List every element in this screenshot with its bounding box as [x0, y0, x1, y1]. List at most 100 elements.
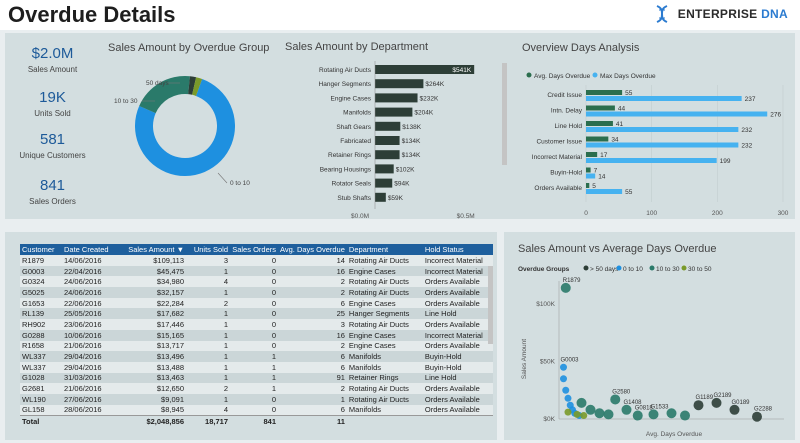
- table-cell: 29/04/2016: [62, 351, 120, 362]
- table-cell: 1: [186, 340, 230, 352]
- column-header[interactable]: Department: [346, 244, 423, 255]
- total-cell: Total: [20, 415, 62, 427]
- scatter-point: [585, 404, 596, 415]
- kpi-label: Unique Customers: [19, 151, 86, 160]
- table-cell: 16: [278, 329, 347, 341]
- sort-desc-icon[interactable]: ▼: [174, 245, 184, 254]
- column-header[interactable]: Sales Amount ▼: [120, 244, 186, 255]
- table-row[interactable]: WL337 29/04/2016 $13,488 1 1 6 Manifolds Buyin-…: [20, 361, 493, 373]
- table-cell: 1: [230, 383, 278, 394]
- table-cell: 1: [186, 372, 230, 384]
- dept-category-label: Bearing Housings: [320, 166, 372, 173]
- y-axis-label: Sales Amount: [521, 339, 528, 379]
- table-cell: 29/04/2016: [62, 361, 120, 373]
- kpi-value: 841: [39, 177, 66, 194]
- max-data-label: 232: [741, 143, 752, 150]
- total-cell: 11: [278, 415, 347, 427]
- dept-data-label: $204K: [414, 110, 433, 117]
- dept-bar: [375, 192, 386, 202]
- table-row[interactable]: R1879 14/06/2016 $109,113 3 0 14 Rotating Air …: [20, 255, 493, 266]
- max-bar: [586, 111, 768, 117]
- avg-bar: [586, 121, 613, 126]
- table-cell: 23/06/2016: [62, 319, 120, 330]
- scrollbar[interactable]: [502, 63, 507, 165]
- avg-bar: [586, 183, 590, 188]
- table-row[interactable]: RL139 25/05/2016 $17,682 1 0 25 Hanger Segment…: [20, 308, 493, 320]
- max-data-label: 14: [598, 174, 606, 181]
- table-cell: 25/05/2016: [62, 308, 120, 320]
- column-header[interactable]: Sales Orders: [230, 244, 278, 255]
- table-cell: $13,463: [120, 372, 186, 384]
- kpi-units-sold: 19K Units Sold: [5, 89, 100, 118]
- table-cell: $34,980: [120, 276, 186, 288]
- kpi-label: Units Sold: [34, 109, 71, 118]
- column-header[interactable]: Customer: [20, 244, 62, 255]
- dna-icon: [656, 5, 668, 23]
- table-cell: 10/06/2016: [62, 329, 120, 341]
- scatter-point: [564, 394, 572, 402]
- table-cell: $12,650: [120, 383, 186, 394]
- table-cell: WL337: [20, 351, 62, 362]
- table-cell: 2: [186, 297, 230, 309]
- table-cell: 1: [186, 308, 230, 320]
- table-cell: Line Hold: [422, 372, 493, 384]
- table-row[interactable]: G5025 24/06/2016 $32,157 1 0 2 Rotating Air Du…: [20, 287, 493, 298]
- table-cell: G0324: [20, 276, 62, 288]
- table-cell: 22/06/2016: [62, 297, 120, 309]
- table-row[interactable]: G2681 21/06/2016 $12,650 2 1 2 Rotating Air Du…: [20, 383, 493, 394]
- table-cell: Line Hold: [422, 308, 493, 320]
- table-row[interactable]: R1658 21/06/2016 $13,717 1 0 2 Engine Cases Ord…: [20, 340, 493, 352]
- scatter-point: [562, 386, 570, 394]
- table-row[interactable]: G0288 10/06/2016 $15,165 1 0 16 Engine Cases In…: [20, 329, 493, 341]
- column-header[interactable]: Avg. Days Overdue: [278, 244, 347, 255]
- table-row[interactable]: WL190 27/06/2016 $9,091 1 0 1 Rotating Air Duc…: [20, 393, 493, 405]
- avg-bar: [586, 90, 623, 95]
- point-label: G2580: [612, 389, 631, 395]
- table-cell: 21/06/2016: [62, 383, 120, 394]
- table-cell: Orders Available: [422, 287, 493, 298]
- x-tick-label: 200: [712, 210, 723, 217]
- total-cell: $2,048,856: [120, 415, 186, 427]
- table-cell: 3: [278, 319, 347, 330]
- table-row[interactable]: WL337 29/04/2016 $13,496 1 1 6 Manifolds Buyin-…: [20, 351, 493, 362]
- table-row[interactable]: GL158 28/06/2016 $8,945 4 0 6 Manifolds Orders …: [20, 404, 493, 416]
- kpi-sales-orders: 841 Sales Orders: [5, 177, 100, 206]
- x-tick-label: 0: [584, 210, 588, 217]
- table-cell: G0288: [20, 329, 62, 341]
- table-row[interactable]: G1653 22/06/2016 $22,284 2 0 6 Engine Cases Ord…: [20, 297, 493, 309]
- scatter-point: [632, 410, 643, 421]
- days-category-label: Incorrect Material: [532, 154, 583, 161]
- table-cell: WL337: [20, 361, 62, 373]
- avg-bar: [586, 105, 615, 111]
- table-row[interactable]: RH902 23/06/2016 $17,446 1 0 3 Rotating Air Du…: [20, 319, 493, 330]
- donut-title: Sales Amount by Overdue Group: [108, 42, 270, 54]
- column-header[interactable]: Date Created: [62, 244, 120, 255]
- table-cell: Engine Cases: [346, 297, 423, 309]
- table-row[interactable]: G0003 22/04/2016 $45,475 1 0 16 Engine Cases In…: [20, 265, 493, 277]
- table-row[interactable]: G1028 31/03/2016 $13,463 1 1 91 Retainer Rings…: [20, 372, 493, 384]
- days-category-label: Buyin-Hold: [550, 170, 582, 177]
- point-label: G0003: [561, 357, 580, 363]
- table-cell: 0: [230, 287, 278, 298]
- x-axis-label: Avg. Days Overdue: [646, 431, 703, 438]
- table-cell: 0: [230, 404, 278, 416]
- days-chart-title: Overview Days Analysis: [522, 42, 640, 54]
- days-category-label: Credit Issue: [547, 92, 582, 99]
- scatter-point: [610, 394, 621, 405]
- table-cell: 6: [278, 297, 347, 309]
- table-cell: Hanger Segments: [346, 308, 423, 320]
- column-header[interactable]: Hold Status: [422, 244, 493, 255]
- logo-main: ENTERPRISE: [677, 7, 758, 21]
- scatter-point: [573, 410, 581, 418]
- table-scrollbar[interactable]: [488, 266, 493, 344]
- table-total-row: Total $2,048,856 18,717 841 11: [20, 415, 493, 427]
- dept-category-label: Stub Shafts: [337, 195, 371, 202]
- total-cell: [422, 415, 493, 427]
- column-header[interactable]: Units Sold: [186, 244, 230, 255]
- table-cell: Rotating Air Ducts: [346, 393, 423, 405]
- table-cell: 24/06/2016: [62, 276, 120, 288]
- table-cell: 14/06/2016: [62, 255, 120, 266]
- avg-data-label: 44: [618, 106, 626, 113]
- scatter-point: [576, 397, 587, 408]
- table-row[interactable]: G0324 24/06/2016 $34,980 4 0 2 Rotating Air Du…: [20, 276, 493, 288]
